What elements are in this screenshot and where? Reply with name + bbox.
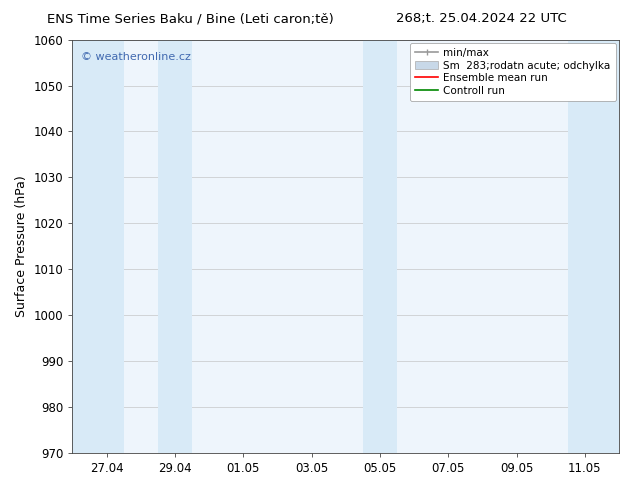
Text: ENS Time Series Baku / Bine (Leti caron;tě): ENS Time Series Baku / Bine (Leti caron;… <box>47 12 333 25</box>
Bar <box>158 40 192 453</box>
Bar <box>72 40 124 453</box>
Y-axis label: Surface Pressure (hPa): Surface Pressure (hPa) <box>15 175 28 317</box>
Text: 268;t. 25.04.2024 22 UTC: 268;t. 25.04.2024 22 UTC <box>396 12 567 25</box>
Bar <box>363 40 397 453</box>
Text: © weatheronline.cz: © weatheronline.cz <box>81 52 190 62</box>
Legend: min/max, Sm  283;rodatn acute; odchylka, Ensemble mean run, Controll run: min/max, Sm 283;rodatn acute; odchylka, … <box>410 43 616 101</box>
Bar <box>568 40 619 453</box>
